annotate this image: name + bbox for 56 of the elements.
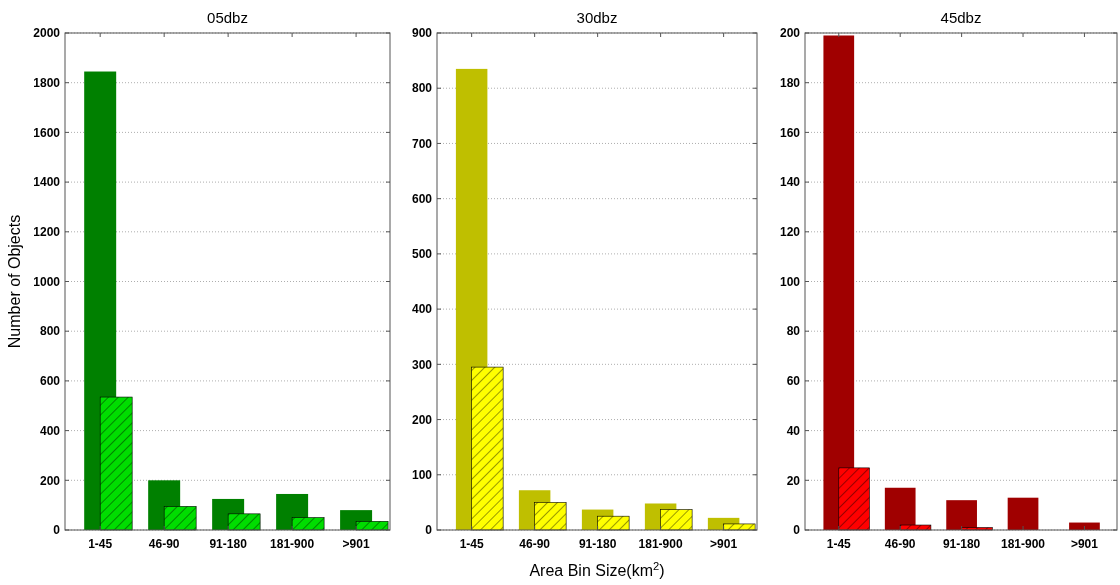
y-tick-label: 700 bbox=[411, 136, 433, 151]
x-axis-title: Area Bin Size(km$^{2}$) bbox=[529, 560, 665, 579]
x-tick-label: 91-180 bbox=[209, 537, 248, 551]
x-tick-label: 1-45 bbox=[88, 537, 113, 551]
y-tick-label: 800 bbox=[39, 324, 61, 339]
bar bbox=[884, 487, 916, 530]
y-tick-label: 40 bbox=[786, 423, 801, 438]
bar bbox=[823, 35, 855, 530]
y-tick-label: 120 bbox=[779, 225, 801, 239]
x-tick-label: 46-90 bbox=[148, 537, 180, 551]
chart-title: 45dbz bbox=[940, 9, 982, 26]
y-tick-label: 900 bbox=[411, 26, 433, 41]
y-tick-label: 100 bbox=[411, 467, 433, 482]
chart-title: 30dbz bbox=[576, 9, 618, 26]
y-tick-label: 500 bbox=[411, 247, 433, 262]
y-tick-label: 600 bbox=[39, 374, 61, 389]
x-tick-label: 181-900 bbox=[638, 537, 683, 551]
y-tick-label: 600 bbox=[411, 191, 433, 206]
y-tick-label: 200 bbox=[39, 473, 61, 488]
y-tick-label: 2000 bbox=[33, 26, 61, 41]
x-tick-label: 1-45 bbox=[826, 537, 852, 551]
y-tick-label: 1000 bbox=[33, 274, 61, 289]
x-tick-label: >901 bbox=[710, 537, 738, 551]
y-tick-label: 160 bbox=[779, 125, 801, 140]
y-tick-label: 20 bbox=[786, 473, 801, 488]
y-tick-label: 0 bbox=[53, 523, 61, 538]
x-tick-label: >901 bbox=[342, 537, 370, 551]
bar bbox=[1007, 497, 1039, 530]
y-tick-label: 100 bbox=[779, 274, 801, 289]
y-tick-label: 300 bbox=[411, 357, 433, 372]
y-tick-label: 0 bbox=[793, 523, 801, 538]
x-tick-label: 46-90 bbox=[884, 537, 916, 551]
x-tick-label: >901 bbox=[1070, 537, 1099, 551]
y-tick-label: 60 bbox=[786, 374, 801, 389]
y-tick-label: 0 bbox=[425, 523, 433, 538]
chart-title: 05dbz bbox=[207, 9, 248, 26]
y-tick-label: 1800 bbox=[33, 75, 61, 90]
bar bbox=[946, 500, 977, 530]
x-tick-label: 1-45 bbox=[459, 537, 484, 551]
y-tick-label: 400 bbox=[411, 302, 433, 317]
x-tick-label: 181-900 bbox=[270, 537, 315, 551]
x-tick-label: 181-900 bbox=[1001, 537, 1046, 551]
y-tick-label: 200 bbox=[779, 26, 801, 41]
y-tick-label: 1600 bbox=[33, 125, 61, 140]
y-tick-label: 180 bbox=[779, 75, 801, 90]
y-tick-label: 80 bbox=[786, 324, 801, 339]
x-tick-label: 91-180 bbox=[942, 537, 981, 551]
y-tick-label: 1400 bbox=[33, 175, 61, 190]
y-tick-label: 140 bbox=[779, 175, 801, 190]
y-tick-label: 400 bbox=[39, 423, 61, 438]
y-tick-label: 800 bbox=[411, 81, 433, 96]
y-tick-label: 1200 bbox=[33, 225, 61, 239]
x-tick-label: 46-90 bbox=[519, 537, 551, 551]
y-axis-title: Number of Objects bbox=[6, 214, 23, 349]
y-tick-label: 200 bbox=[411, 412, 433, 427]
x-tick-label: 91-180 bbox=[578, 537, 617, 551]
